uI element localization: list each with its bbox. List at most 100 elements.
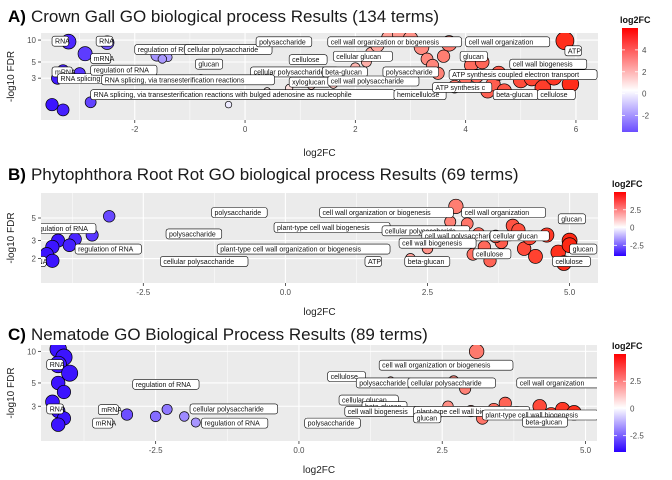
term-label-text: beta-glucan [496, 92, 533, 99]
panel-title-text: Crown Gall GO biological process Results… [31, 7, 439, 26]
term-label-text: RNA [99, 39, 114, 46]
term-label: RNA [33, 256, 48, 267]
panel-title: C) Nematode GO Biological Process Results… [8, 325, 428, 344]
legend-tick-label: 2 [642, 68, 647, 77]
term-label-text: glucan [573, 247, 594, 254]
term-label: RNA [51, 35, 70, 47]
term-label-text: beta-glucan [525, 420, 562, 427]
legend-tick-label: 0 [630, 224, 635, 233]
data-point [61, 364, 79, 382]
term-label-text: cellular glucan [336, 54, 381, 61]
term-label-box [46, 359, 64, 370]
data-point [62, 238, 77, 253]
term-label-text: beta-glucan [325, 69, 362, 76]
term-label-box [516, 377, 597, 389]
panel-title-text: Nematode GO Biological Process Results (… [31, 325, 428, 344]
y-axis-title: -log10 FDR [6, 51, 17, 102]
term-label-text: polysaccharide [359, 380, 406, 387]
term-label: RNA splicing, via transesterification re… [90, 89, 396, 101]
term-label: cellulose [327, 371, 366, 382]
term-label: RNA [46, 403, 65, 415]
data-point [56, 384, 71, 400]
term-label-text: cell wall organization [465, 210, 530, 217]
term-label-text: cell wall biogenesis [402, 241, 462, 248]
term-label-box [101, 74, 275, 86]
term-label-text: cell wall organization or biogenesis [331, 39, 440, 46]
x-axis-title: log2FC [303, 307, 335, 318]
term-label-text: glucan [463, 54, 484, 61]
legend-tick-label: -2.5 [630, 432, 644, 441]
x-tick-label: 0.0 [293, 446, 305, 455]
term-label: glucan [459, 50, 488, 62]
term-label-text: RNA [33, 259, 48, 266]
term-label: polysaccharide [165, 228, 223, 240]
plot-contents: RNA RNA mRNA mRNA regulation of RNA cellular … [45, 345, 597, 432]
x-tick-label: -2 [131, 125, 139, 134]
term-label: beta-glucan [492, 89, 539, 101]
term-label-box [95, 35, 114, 47]
term-label: mRNA [92, 417, 117, 429]
term-label: regulation of RNA [74, 243, 142, 255]
term-label: regulation of RNA [132, 379, 200, 390]
term-label: glucan [557, 213, 586, 225]
term-label: RNA [46, 359, 65, 370]
term-label: RNA [95, 35, 114, 47]
term-label: ATP synthesis c [432, 82, 493, 93]
term-label-box [41, 223, 97, 234]
term-label: regulation of RNA [41, 223, 97, 234]
term-label-text: cell wall biogenesis [513, 62, 573, 69]
x-tick-label: -2.5 [136, 288, 150, 297]
term-label-text: cellulose [292, 57, 319, 64]
term-label-box [184, 44, 273, 55]
term-label-box [195, 58, 224, 70]
term-label: hemicellulose [393, 89, 447, 101]
data-point [528, 249, 543, 264]
legend-title: log2FC [612, 179, 643, 189]
term-label-text: glucan [417, 415, 438, 422]
term-label-text: cell wall biogenesis [348, 409, 408, 416]
term-label-box [472, 248, 512, 260]
term-label-text: mRNA [55, 69, 76, 76]
term-label-text: glucan [198, 62, 219, 69]
term-label-text: cell wall organization [469, 39, 534, 46]
term-label-box [46, 403, 64, 415]
term-label: plant-type cell wall organization or bio… [216, 243, 391, 255]
legend-tick-label: 2.5 [630, 377, 642, 386]
data-point [103, 210, 116, 223]
term-label-box [332, 50, 393, 62]
term-label-box [393, 89, 447, 101]
term-label-box [404, 256, 451, 267]
term-label-text: cell wall organization or biogenesis [382, 363, 491, 370]
term-label-text: ATP synthesis c [436, 85, 486, 92]
term-label-text: polysaccharide [308, 421, 355, 428]
y-axis-title: -log10 FDR [6, 212, 17, 263]
term-label-text: ATP [568, 48, 581, 55]
term-label-box [216, 243, 391, 255]
term-label-box [489, 230, 550, 242]
term-label-box [327, 75, 420, 87]
term-label-text: cellulose [476, 251, 503, 258]
legend-tick-label: -2 [642, 112, 650, 121]
data-point [120, 408, 134, 421]
term-label-box [432, 82, 493, 93]
term-label-box [378, 359, 514, 371]
term-label: polysaccharide [382, 66, 439, 78]
term-label: glucan [195, 58, 224, 70]
y-tick-label: 10 [27, 36, 36, 45]
term-label: cell wall organization [516, 377, 597, 389]
x-axis-title: log2FC [303, 148, 335, 159]
color-legend: log2FC 4 2 0 -2 [620, 15, 651, 132]
panel-letter: B) [8, 165, 26, 184]
term-label-text: hemicellulose [397, 92, 440, 99]
x-tick-label: 2.5 [422, 288, 434, 297]
term-label-text: regulation of RNA [78, 247, 134, 254]
term-label-text: cell wall polysaccharide [425, 233, 498, 240]
color-legend: log2FC 2.5 0 -2.5 [612, 179, 644, 256]
term-label-text: regulation of RNA [94, 68, 150, 75]
legend-color-bar [622, 28, 638, 132]
term-label-text: cellular glucan [342, 398, 387, 405]
term-label: cellular polysaccharide [189, 403, 278, 415]
panel-title: A) Crown Gall GO biological process Resul… [8, 7, 439, 26]
